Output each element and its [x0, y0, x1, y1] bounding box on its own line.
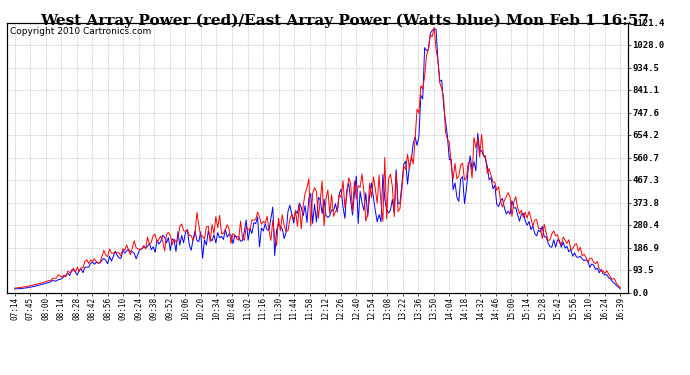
Text: Copyright 2010 Cartronics.com: Copyright 2010 Cartronics.com	[10, 27, 151, 36]
Text: West Array Power (red)/East Array Power (Watts blue) Mon Feb 1 16:57: West Array Power (red)/East Array Power …	[41, 13, 649, 27]
